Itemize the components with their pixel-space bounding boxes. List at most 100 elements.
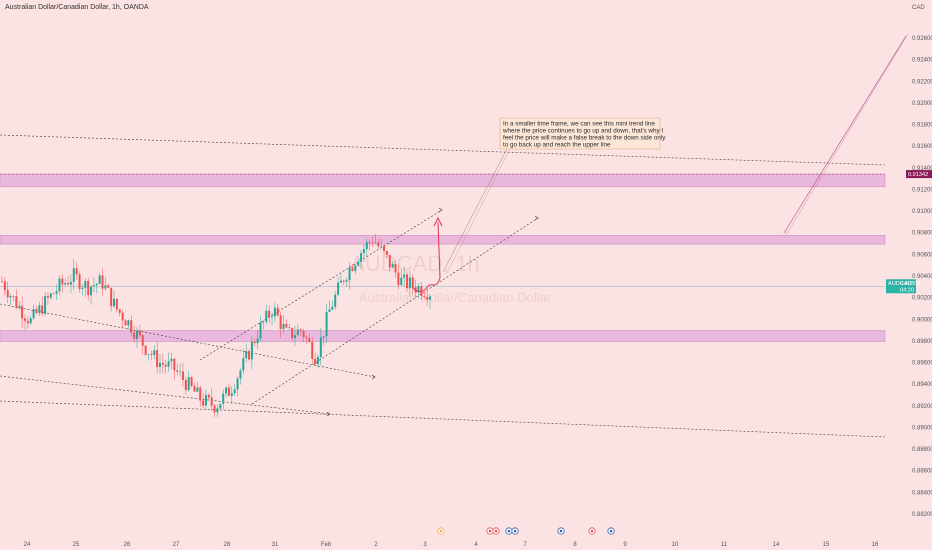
candle-body: [138, 330, 141, 336]
candle-body: [342, 280, 345, 282]
candle-body: [67, 283, 70, 285]
candle-body: [271, 316, 274, 318]
candle-body: [403, 274, 406, 278]
candle-body: [397, 272, 400, 286]
watermark-symbol: AUDCAD, 1h: [350, 251, 480, 276]
candle-body: [35, 309, 38, 313]
y-axis-ticks: 0.88200 0.88400 0.88600 0.88800 0.89000 0.892…: [912, 36, 932, 518]
candle-body: [69, 281, 72, 285]
projection-line-shadow: [785, 33, 909, 236]
x-tick-label: 2: [374, 542, 378, 548]
candle-body: [302, 331, 305, 338]
candle-body: [225, 387, 228, 394]
candle-body: [136, 330, 139, 339]
candle-body: [92, 285, 95, 287]
candles-layer: [1, 234, 431, 418]
x-tick-label: Feb: [321, 542, 332, 548]
candle-body: [265, 310, 268, 322]
candle-body: [41, 305, 44, 314]
zones-layer: [0, 173, 886, 342]
candle-body: [365, 242, 368, 250]
candle-body: [144, 345, 147, 355]
x-tick-label: 27: [173, 542, 180, 548]
candle-body: [210, 397, 213, 406]
candle-body: [216, 408, 219, 413]
candle-body: [417, 286, 420, 293]
candle-body: [429, 296, 431, 300]
candle-body: [245, 351, 248, 359]
candle-body: [377, 242, 380, 247]
candle-body: [75, 268, 78, 275]
annotation-layer[interactable]: In a smaller time frame, we can see this…: [411, 117, 666, 293]
candle-body: [285, 323, 288, 328]
candle-body: [167, 361, 170, 367]
chart-title: Australian Dollar/Canadian Dollar, 1h, O…: [5, 4, 149, 11]
candle-body: [374, 242, 377, 244]
candle-body: [55, 291, 58, 294]
candle-body: [127, 320, 130, 326]
x-tick-label: 9: [623, 542, 627, 548]
upper-resistance-zone: [0, 173, 886, 188]
candle-body: [394, 264, 397, 273]
candle-body: [150, 354, 153, 355]
x-tick-label: 3: [423, 542, 427, 548]
y-tick-label: 0.89400: [912, 382, 932, 388]
candle-body: [273, 307, 276, 317]
candle-body: [279, 315, 282, 329]
candle-body: [38, 305, 41, 313]
y-tick-label: 0.89200: [912, 404, 932, 410]
descending-bottom-arrowhead: [326, 411, 331, 417]
candle-body: [199, 387, 202, 401]
y-tick-label: 0.88600: [912, 469, 932, 475]
x-axis-labels: 24 25 26 27 28 31 Feb 2 3 4 7 8 9 10 11 14 15 16: [24, 542, 879, 548]
candle-body: [383, 245, 386, 252]
candle-body: [84, 280, 87, 288]
candle-body: [253, 341, 256, 344]
candle-body: [293, 335, 296, 339]
candle-body: [46, 296, 49, 298]
flag-icon-dot: [609, 529, 613, 533]
candle-body: [107, 285, 110, 288]
candle-body: [268, 310, 271, 318]
candle-body: [362, 249, 365, 254]
event-icon-dot: [439, 529, 443, 533]
candle-body: [176, 370, 179, 372]
candle-body: [322, 336, 325, 338]
y-tick-label: 0.92000: [912, 101, 932, 107]
candle-body: [87, 280, 90, 296]
candle-body: [58, 278, 61, 292]
callout-text-line: where the price continues to go up and d…: [502, 128, 663, 135]
candle-body: [118, 309, 121, 313]
candle-body: [282, 323, 285, 329]
x-tick-label: 24: [24, 542, 31, 548]
candle-body: [296, 329, 299, 336]
callout-text-line: to go back up and reach the upper line: [503, 142, 611, 149]
candle-body: [250, 341, 253, 360]
candle-body: [161, 362, 164, 365]
descending-channel-bottom: [0, 375, 331, 415]
event-icon-dot: [590, 529, 594, 533]
watermark: AUDCAD, 1h Australian Dollar/Canadian Dol…: [350, 251, 552, 305]
ascending-channel-bottom: [251, 217, 539, 405]
candle-body: [291, 328, 294, 339]
candle-body: [391, 264, 394, 268]
event-icons[interactable]: [437, 527, 615, 535]
trendlines-layer[interactable]: [0, 33, 909, 438]
watermark-name: Australian Dollar/Canadian Dollar: [359, 290, 552, 305]
candle-body: [248, 351, 251, 360]
candle-body: [104, 285, 107, 289]
candle-body: [400, 277, 403, 286]
candle-body: [371, 242, 374, 244]
candle-body: [124, 320, 127, 326]
callout-text-line: feel the price will make a false break t…: [503, 135, 666, 142]
y-tick-label: 0.91600: [912, 144, 932, 150]
candle-body: [233, 389, 236, 394]
candle-body: [130, 320, 133, 333]
candle-body: [3, 281, 6, 291]
x-tick-label: 25: [73, 542, 80, 548]
candle-body: [368, 242, 371, 243]
flag-icon-dot: [559, 529, 563, 533]
ascending-top-arrowhead: [438, 207, 443, 213]
